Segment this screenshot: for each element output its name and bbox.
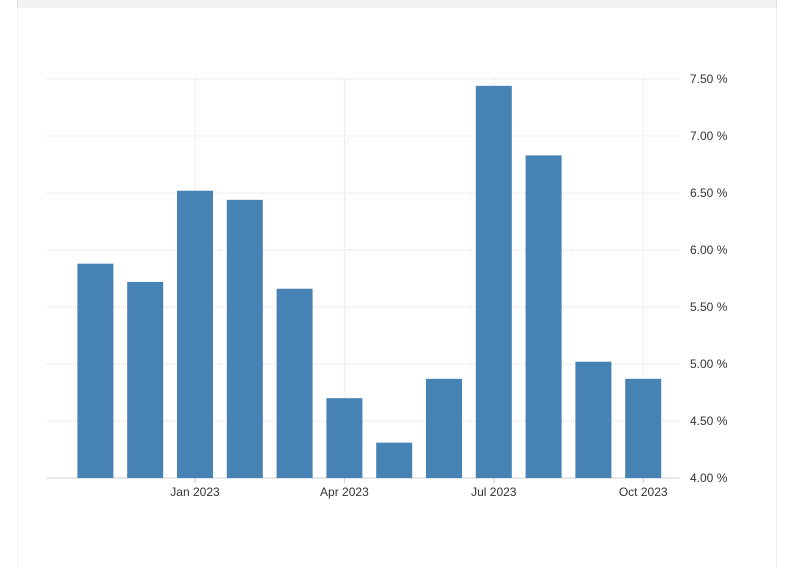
bar[interactable]: Mar 2023: 5.66 % xyxy=(276,288,313,478)
bar[interactable]: Aug 2023: 6.83 % xyxy=(525,155,562,478)
bar[interactable]: Dec 2022: 5.72 % xyxy=(127,281,164,478)
y-tick-label: 4.00 % xyxy=(690,471,728,485)
bar[interactable]: Jul 2023: 7.44 % xyxy=(475,85,512,478)
x-tick-label: Jan 2023 xyxy=(170,485,220,499)
bar[interactable]: Jan 2023: 6.52 % xyxy=(177,190,213,478)
y-tick-label: 4.50 % xyxy=(690,414,728,428)
y-tick-label: 5.50 % xyxy=(690,300,728,314)
x-tick-label: Oct 2023 xyxy=(619,485,668,499)
y-tick-label: 5.00 % xyxy=(690,357,728,371)
bar[interactable]: May 2023: 4.31 % xyxy=(376,442,413,478)
bar[interactable]: Feb 2023: 6.44 % xyxy=(226,199,263,478)
y-tick-label: 7.50 % xyxy=(690,72,728,86)
x-tick-label: Jul 2023 xyxy=(471,485,517,499)
bar[interactable]: Apr 2023: 4.7 % xyxy=(326,398,363,478)
y-tick-label: 7.00 % xyxy=(690,129,728,143)
bar[interactable]: Oct 2023: 4.87 % xyxy=(625,378,662,478)
y-tick-label: 6.00 % xyxy=(690,243,728,257)
bar-chart: 4.00 % 4.50 % 5.00 % 5.50 % 6.00 % 6.50 % 7.00… xyxy=(47,72,728,499)
bar[interactable]: Nov 2022: 5.88 % xyxy=(77,263,114,478)
bar[interactable]: Sep 2023: 5.02 % xyxy=(575,361,612,478)
bar[interactable]: Jun 2023: 4.87 % xyxy=(426,378,462,478)
x-tick-label: Apr 2023 xyxy=(320,485,369,499)
y-tick-label: 6.50 % xyxy=(690,186,728,200)
